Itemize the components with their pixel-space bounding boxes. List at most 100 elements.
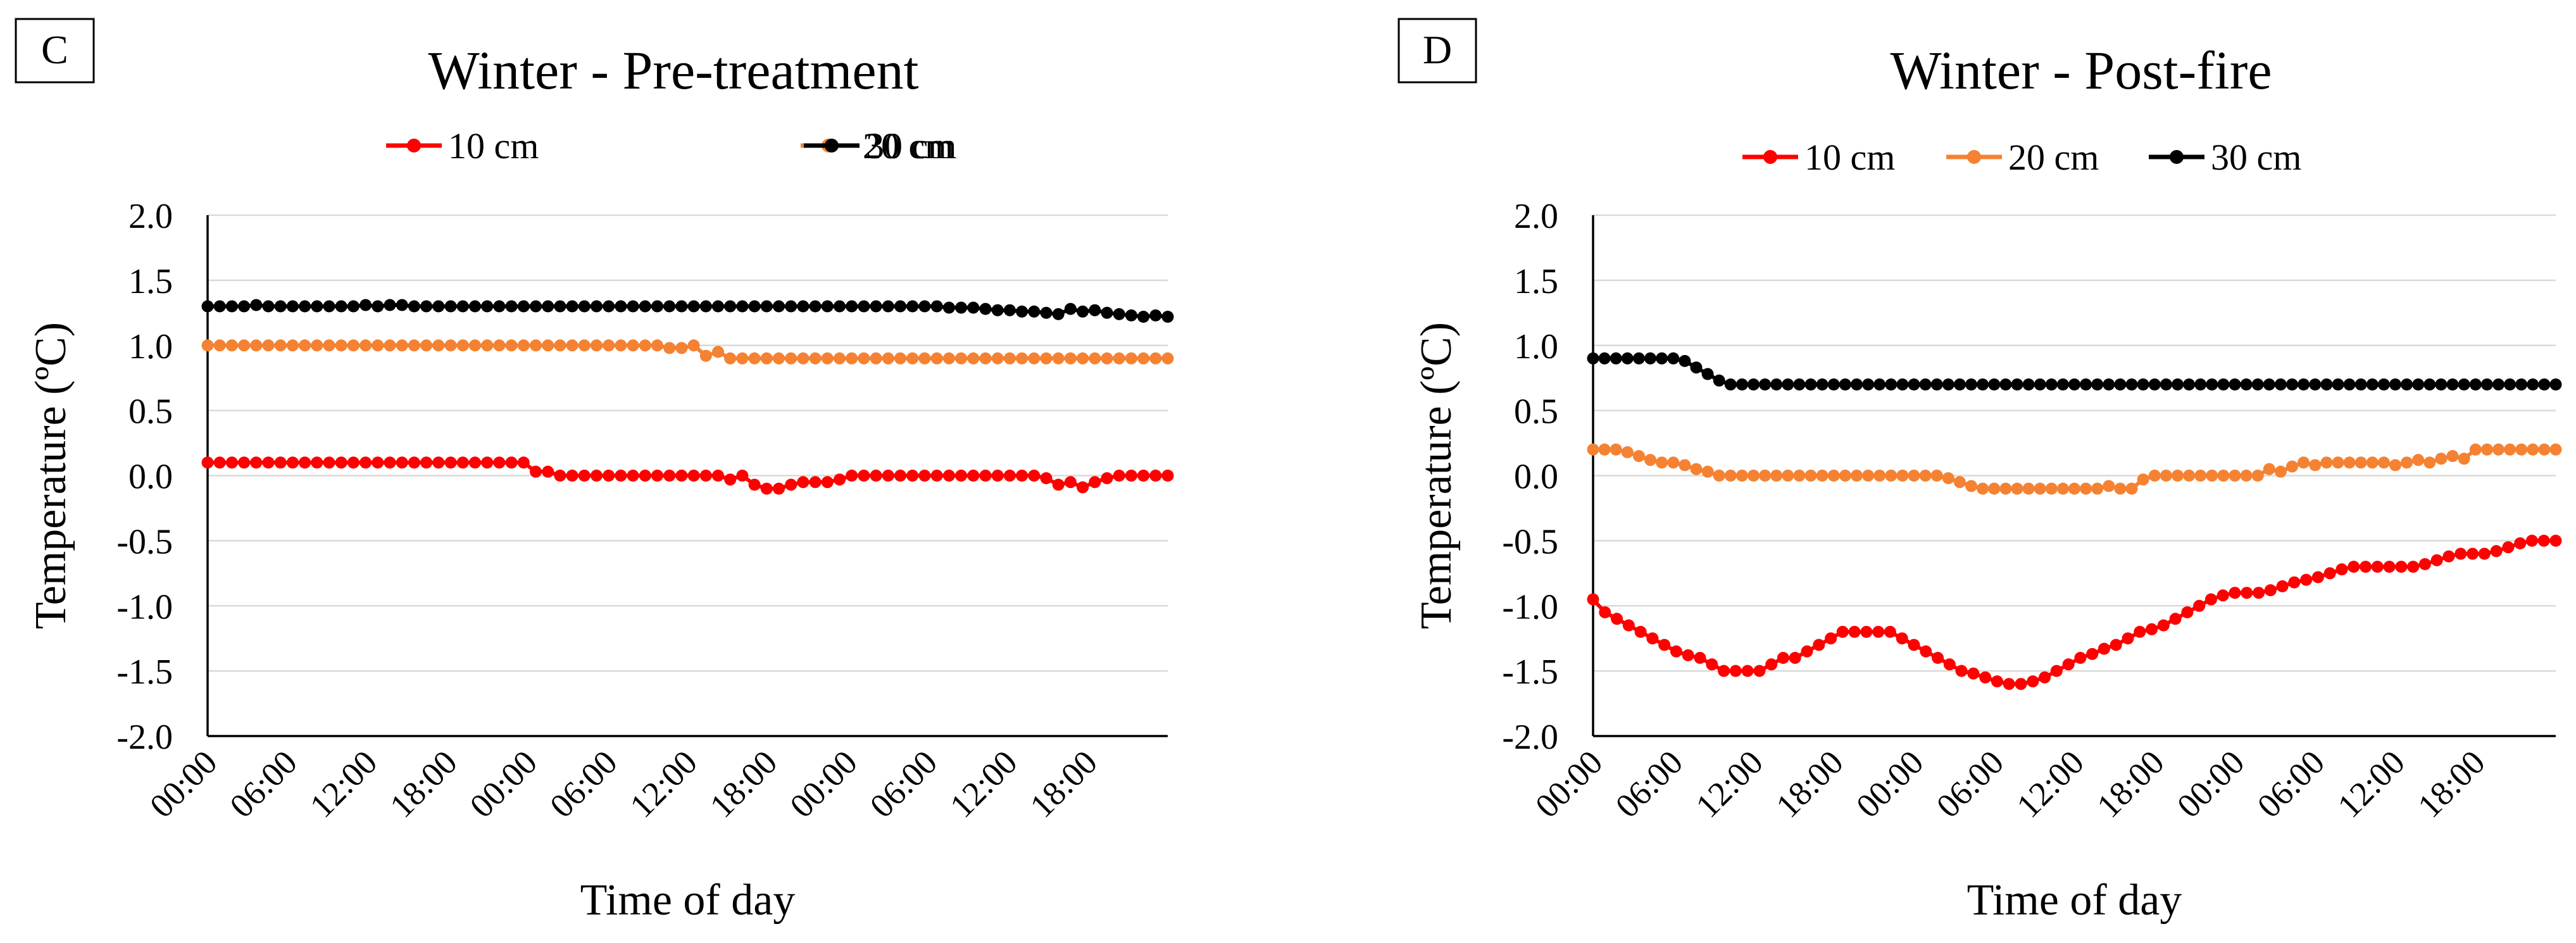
data-point	[1670, 645, 1682, 658]
data-point	[1953, 476, 1966, 489]
data-point	[2137, 473, 2149, 486]
data-point	[323, 300, 335, 313]
data-point	[918, 470, 931, 482]
data-point	[420, 300, 433, 313]
x-axis-title: Time of day	[580, 876, 796, 925]
x-tick-label: 06:00	[222, 743, 304, 825]
data-point	[384, 339, 396, 352]
data-point	[2022, 482, 2035, 495]
data-point	[1836, 625, 1849, 638]
data-point	[615, 470, 627, 482]
data-point	[2525, 534, 2538, 547]
data-point	[1848, 625, 1861, 638]
x-tick-label: 18:00	[703, 743, 784, 825]
y-tick-label: 2.0	[1514, 197, 1558, 236]
data-point	[2288, 576, 2301, 589]
data-point	[2241, 587, 2253, 599]
y-tick-label: 1.5	[1514, 262, 1558, 301]
legend-swatch-marker	[825, 139, 839, 153]
data-point	[2354, 456, 2367, 469]
data-point	[967, 352, 980, 365]
data-point	[444, 300, 457, 313]
series-30-cm	[1587, 352, 2562, 390]
data-point	[2068, 482, 2080, 495]
data-point	[2343, 456, 2356, 469]
data-point	[1656, 456, 1668, 469]
data-point	[1667, 352, 1680, 365]
data-point	[821, 352, 834, 365]
data-point	[2515, 443, 2528, 456]
data-point	[1885, 378, 1898, 390]
data-point	[432, 300, 445, 313]
data-point	[2103, 480, 2115, 492]
data-point	[724, 473, 737, 486]
data-point	[2320, 378, 2333, 390]
data-point	[2366, 378, 2379, 390]
data-point	[554, 470, 566, 482]
data-point	[2194, 378, 2207, 390]
data-point	[2298, 378, 2310, 390]
data-point	[2039, 671, 2051, 684]
data-point	[250, 456, 263, 469]
data-point	[517, 339, 530, 352]
chart-panel-d: D Winter - Post-fire 10 cm 20 cm 30 cm 2.0 1.5…	[1397, 18, 2562, 925]
data-point	[360, 456, 372, 469]
data-point	[2122, 632, 2134, 645]
data-point	[1759, 470, 1772, 482]
data-point	[991, 352, 1004, 365]
data-point	[1953, 378, 1966, 390]
data-point	[347, 339, 360, 352]
data-point	[748, 352, 761, 365]
data-point	[517, 456, 530, 469]
data-point	[1016, 305, 1029, 318]
data-point	[1816, 378, 1829, 390]
data-point	[274, 456, 287, 469]
data-point	[2335, 563, 2348, 576]
data-point	[2027, 675, 2039, 688]
data-point	[311, 339, 323, 352]
data-point	[2389, 459, 2401, 472]
legend-item: 20 cm	[1946, 137, 2099, 178]
data-point	[1077, 305, 1089, 318]
x-tick-label: 12:00	[303, 743, 384, 825]
data-point	[955, 301, 968, 314]
data-point	[2264, 584, 2277, 597]
data-point	[2050, 665, 2063, 677]
data-point	[481, 300, 494, 313]
data-point	[2515, 378, 2528, 390]
data-point	[1040, 472, 1053, 485]
data-point	[299, 456, 311, 469]
data-point	[2204, 593, 2217, 606]
data-point	[1599, 606, 1611, 618]
data-point	[858, 352, 870, 365]
data-point	[942, 352, 955, 365]
data-point	[2418, 558, 2431, 570]
data-point	[2492, 443, 2504, 456]
x-tick-label: 18:00	[382, 743, 464, 825]
data-point	[530, 465, 542, 478]
series-20-cm	[1587, 443, 2562, 495]
data-point	[1064, 352, 1077, 365]
data-point	[2371, 561, 2384, 573]
data-point	[262, 456, 275, 469]
series-30-cm	[201, 299, 1174, 323]
data-point	[1977, 482, 1989, 495]
data-point	[2549, 534, 2562, 547]
data-point	[2125, 378, 2138, 390]
x-tick-label: 18:00	[1768, 743, 1850, 825]
data-point	[736, 352, 749, 365]
data-point	[591, 470, 603, 482]
x-tick-label: 18:00	[2410, 743, 2492, 825]
data-point	[675, 300, 688, 313]
data-point	[274, 339, 287, 352]
data-point	[1587, 443, 1599, 456]
data-point	[2323, 567, 2336, 580]
data-point	[225, 300, 238, 313]
data-point	[967, 470, 980, 482]
data-point	[1770, 378, 1783, 390]
data-point	[1077, 481, 1089, 494]
data-point	[408, 339, 420, 352]
data-point	[1770, 470, 1783, 482]
data-point	[2011, 378, 2023, 390]
data-point	[785, 300, 797, 313]
